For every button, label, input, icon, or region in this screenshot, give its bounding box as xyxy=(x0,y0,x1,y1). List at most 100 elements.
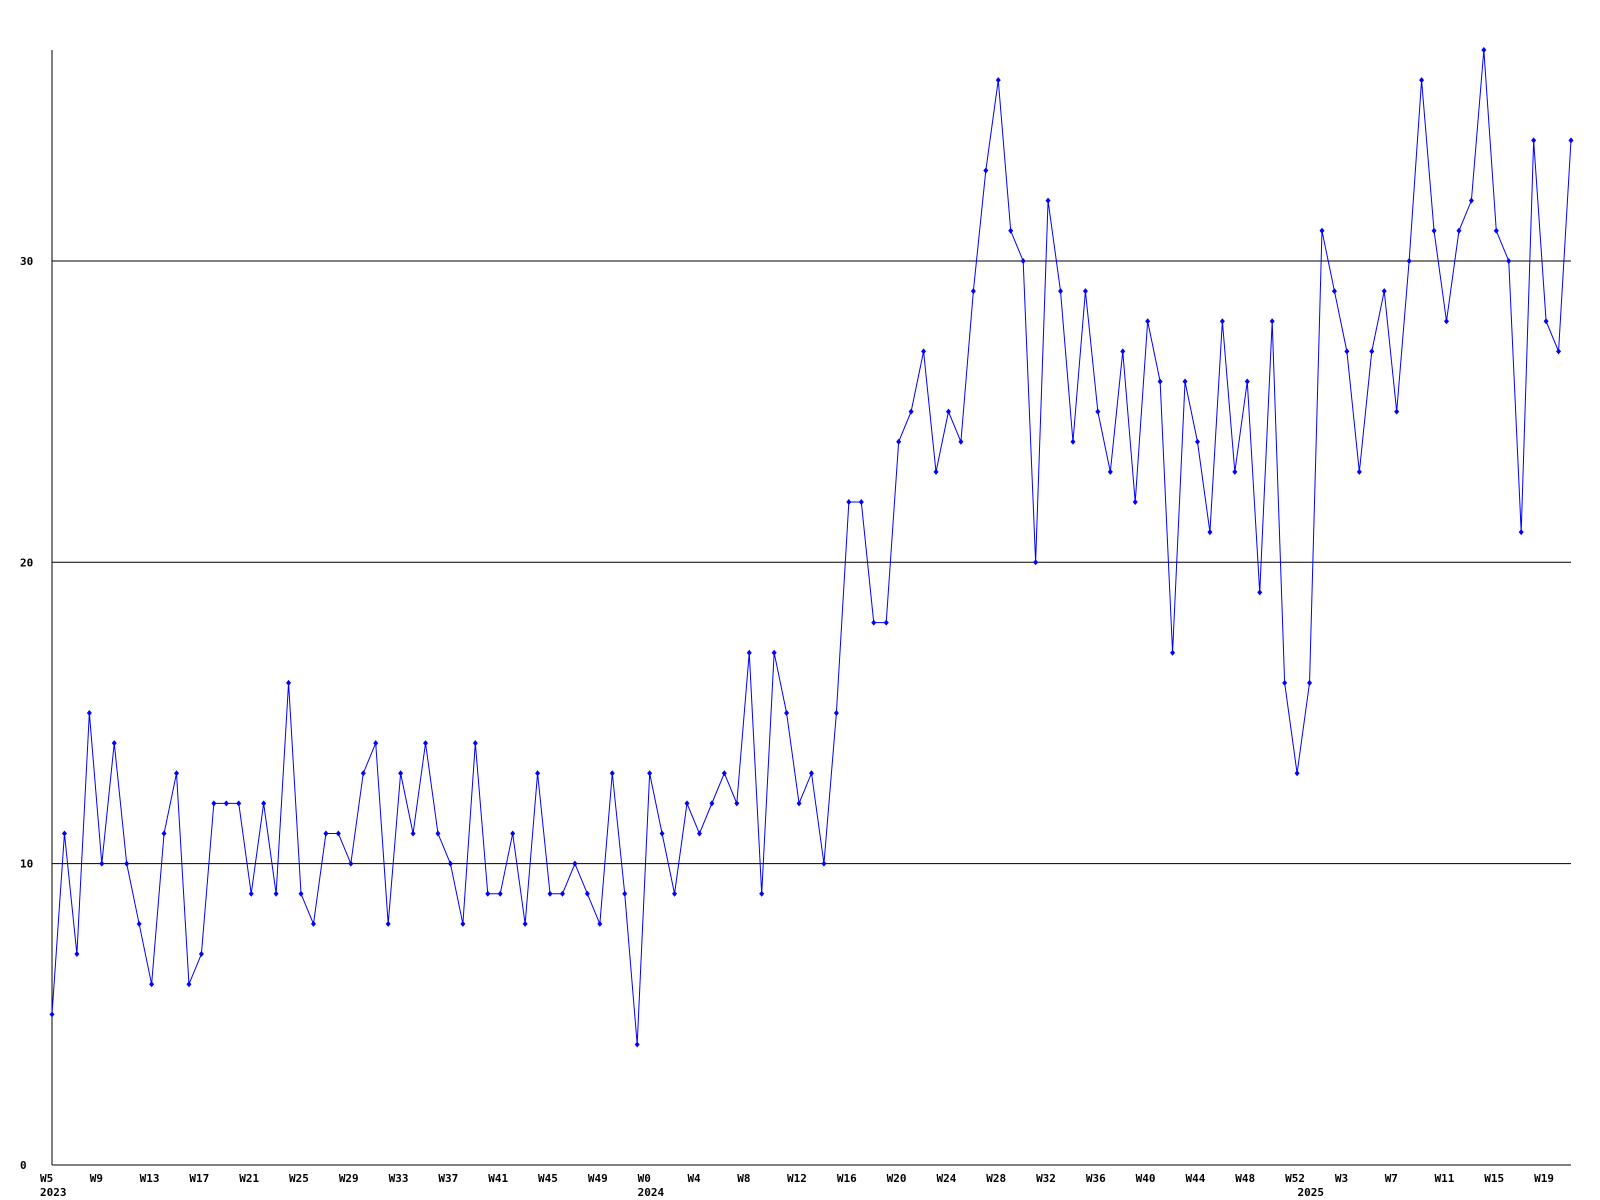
data-point xyxy=(286,679,292,686)
data-point xyxy=(186,981,192,988)
data-point xyxy=(796,800,802,807)
data-point xyxy=(61,830,67,837)
x-tick-label: W8 xyxy=(737,1172,750,1185)
x-tick-label: W4 xyxy=(687,1172,701,1185)
x-year-label: 2024 xyxy=(638,1186,665,1199)
data-point xyxy=(1406,257,1412,264)
data-point xyxy=(1157,378,1163,385)
data-point xyxy=(398,770,404,777)
data-point xyxy=(310,920,316,927)
data-point xyxy=(423,740,429,747)
data-point xyxy=(1244,378,1250,385)
data-point xyxy=(298,890,304,897)
x-tick-label: W17 xyxy=(189,1172,209,1185)
data-point xyxy=(1257,589,1263,596)
data-point xyxy=(1082,288,1088,295)
x-tick-label: W21 xyxy=(239,1172,259,1185)
data-point xyxy=(1468,197,1474,204)
data-point xyxy=(1331,288,1337,295)
data-point xyxy=(672,890,678,897)
data-point xyxy=(883,619,889,626)
data-point xyxy=(236,800,242,807)
data-point xyxy=(1356,468,1362,475)
data-point xyxy=(111,740,117,747)
data-point xyxy=(373,740,379,747)
x-tick-label: W16 xyxy=(837,1172,857,1185)
data-point xyxy=(696,830,702,837)
data-point xyxy=(1294,770,1300,777)
data-point xyxy=(759,890,765,897)
data-point xyxy=(684,800,690,807)
data-point xyxy=(871,619,877,626)
data-point xyxy=(709,800,715,807)
data-point xyxy=(1008,227,1014,234)
data-point xyxy=(323,830,329,837)
data-point xyxy=(1194,438,1200,445)
data-point xyxy=(896,438,902,445)
data-point xyxy=(547,890,553,897)
x-tick-label: W0 xyxy=(638,1172,651,1185)
data-point xyxy=(1518,529,1524,536)
data-point xyxy=(1095,408,1101,415)
data-point xyxy=(1307,679,1313,686)
x-tick-label: W24 xyxy=(936,1172,956,1185)
data-point xyxy=(1531,137,1537,144)
data-line xyxy=(51,49,1572,1045)
x-tick-label: W44 xyxy=(1185,1172,1205,1185)
data-point xyxy=(485,890,491,897)
x-tick-label: W7 xyxy=(1385,1172,1398,1185)
data-point xyxy=(1145,318,1151,325)
x-tick-label: W11 xyxy=(1434,1172,1454,1185)
data-point xyxy=(472,740,478,747)
data-point xyxy=(435,830,441,837)
data-point xyxy=(622,890,628,897)
data-point xyxy=(858,499,864,506)
data-point xyxy=(1120,348,1126,355)
x-tick-label: W3 xyxy=(1335,1172,1348,1185)
data-point xyxy=(510,830,516,837)
data-point xyxy=(497,890,503,897)
data-point xyxy=(149,981,155,988)
x-tick-label: W37 xyxy=(438,1172,458,1185)
data-point xyxy=(74,951,80,958)
data-point xyxy=(945,408,951,415)
x-tick-label: W33 xyxy=(389,1172,409,1185)
data-point xyxy=(721,770,727,777)
data-point xyxy=(1431,227,1437,234)
data-point xyxy=(124,860,130,867)
data-point xyxy=(821,860,827,867)
data-point xyxy=(1232,468,1238,475)
data-point xyxy=(970,288,976,295)
y-tick-label: 10 xyxy=(20,858,33,871)
data-point xyxy=(597,920,603,927)
data-point xyxy=(784,709,790,716)
x-tick-label: W15 xyxy=(1484,1172,1504,1185)
data-point xyxy=(1070,438,1076,445)
data-point xyxy=(1481,47,1487,53)
data-point xyxy=(99,860,105,867)
x-tick-label: W36 xyxy=(1086,1172,1106,1185)
x-tick-label: W28 xyxy=(986,1172,1006,1185)
data-point xyxy=(410,830,416,837)
x-tick-label: W20 xyxy=(887,1172,907,1185)
x-year-label: 2023 xyxy=(40,1186,67,1199)
data-point xyxy=(1020,257,1026,264)
data-point xyxy=(161,830,167,837)
x-tick-label: W19 xyxy=(1534,1172,1554,1185)
data-point xyxy=(223,800,229,807)
data-point xyxy=(559,890,565,897)
data-point xyxy=(86,709,92,716)
y-tick-label: 0 xyxy=(20,1159,27,1172)
x-tick-label: W25 xyxy=(289,1172,309,1185)
x-tick-label: W13 xyxy=(140,1172,160,1185)
data-point xyxy=(335,830,341,837)
x-tick-label: W12 xyxy=(787,1172,807,1185)
x-tick-label: W9 xyxy=(90,1172,103,1185)
data-point xyxy=(634,1041,640,1048)
data-point xyxy=(1170,649,1176,656)
data-point xyxy=(1045,197,1051,204)
data-point xyxy=(809,770,814,777)
data-point xyxy=(647,770,653,777)
data-point xyxy=(1493,227,1499,234)
